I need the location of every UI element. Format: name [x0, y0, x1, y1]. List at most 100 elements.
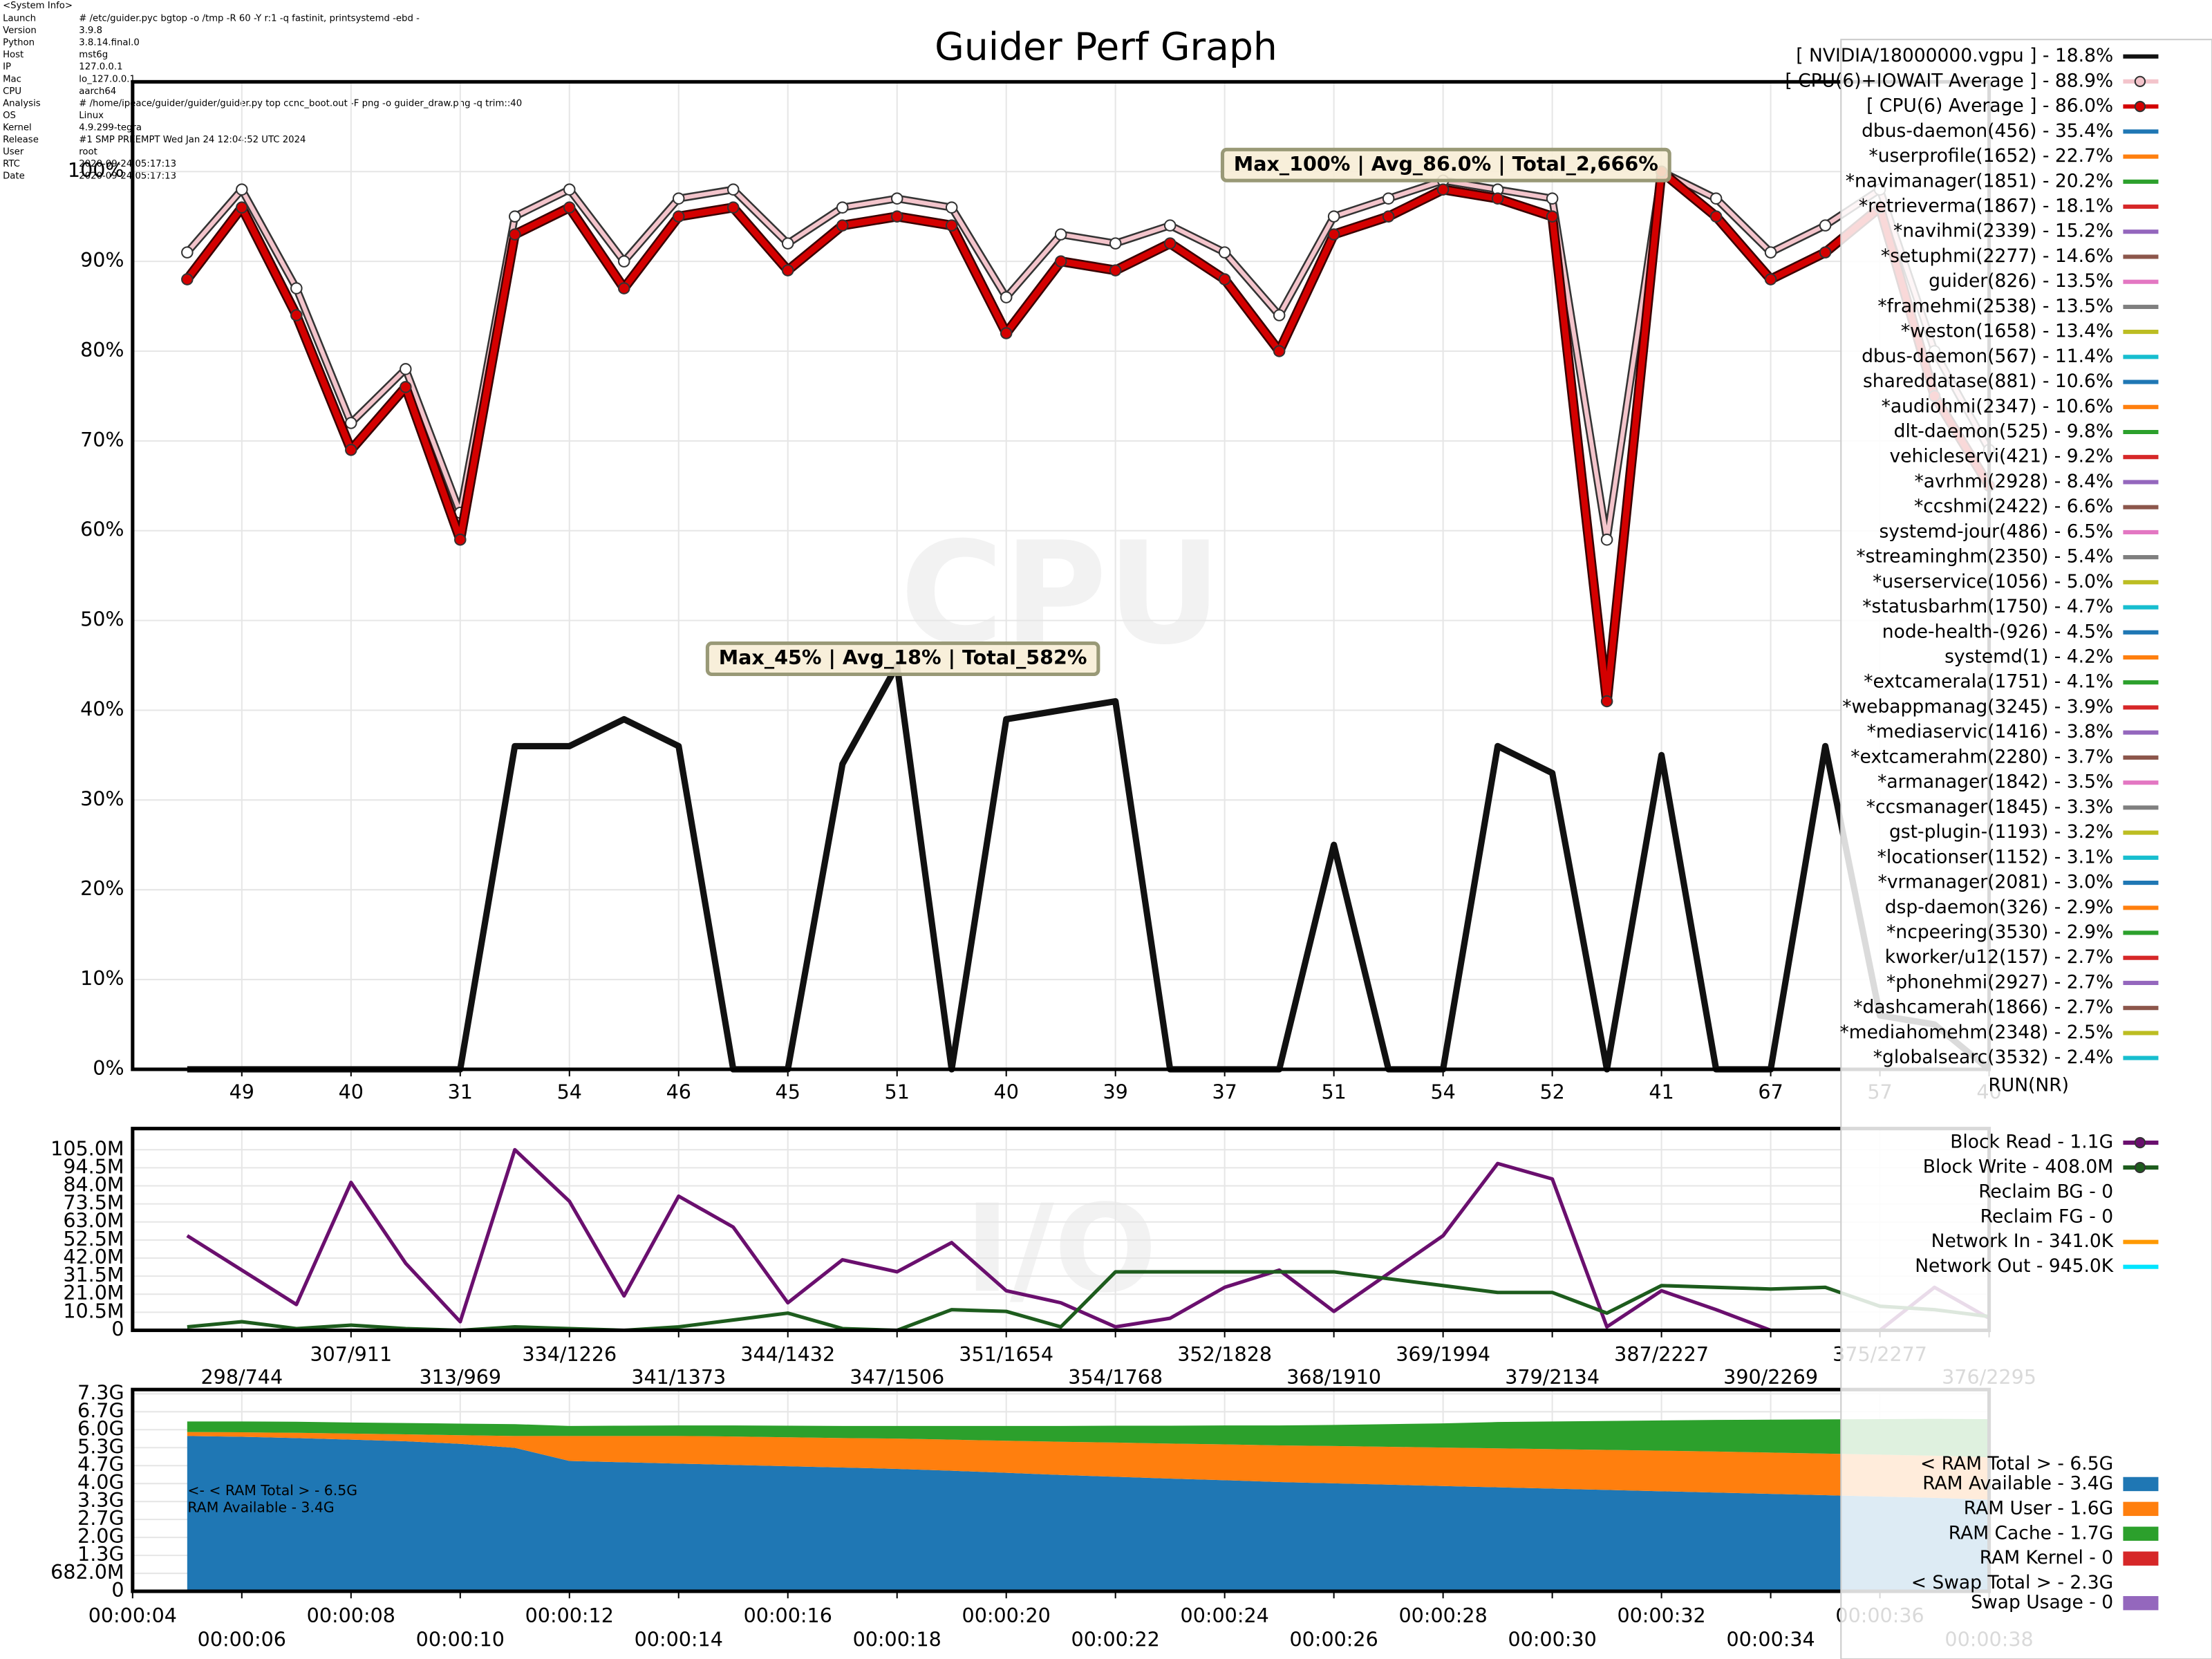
- point: [290, 282, 303, 294]
- legend-label: guider(826) - 13.5%: [1929, 270, 2113, 292]
- legend-label: Swap Usage - 0: [1971, 1592, 2113, 1613]
- point: [1109, 264, 1122, 276]
- x-tick-label: 344/1432: [740, 1342, 835, 1366]
- x-tick-label: 54: [557, 1080, 582, 1104]
- x-tick-label: 334/1226: [522, 1342, 617, 1366]
- y-tick-label: 0: [111, 1317, 124, 1340]
- annotation-box: [1220, 147, 1671, 182]
- sysinfo-key: Date: [3, 171, 25, 182]
- point: [617, 255, 630, 268]
- legend-label: systemd(1) - 4.2%: [1944, 646, 2113, 668]
- point: [781, 264, 794, 276]
- point: [672, 210, 685, 223]
- point: [1327, 228, 1340, 241]
- x-tick-label: 00:00:20: [962, 1604, 1051, 1627]
- y-tick-label: 2.0G: [77, 1524, 124, 1548]
- x-tick-label: 37: [1212, 1080, 1237, 1104]
- sysinfo-value: 3.9.8: [79, 26, 102, 36]
- y-tick-label: 1.3G: [77, 1542, 124, 1566]
- area: [187, 1418, 1989, 1458]
- legend-label: shareddatase(881) - 10.6%: [1863, 371, 2113, 392]
- legend-label: *globalsearc(3532) - 2.4%: [1873, 1047, 2113, 1068]
- legend-label: *weston(1658) - 13.4%: [1901, 321, 2113, 342]
- point: [345, 444, 357, 456]
- point: [1546, 192, 1559, 205]
- legend-marker: [2134, 75, 2146, 88]
- annotation-text: <- < RAM Total > - 6.5G: [187, 1482, 357, 1499]
- x-tick-label: 40: [339, 1080, 364, 1104]
- y-tick-label: 70%: [80, 428, 124, 451]
- legend-label: *extcamerala(1751) - 4.1%: [1864, 671, 2113, 693]
- x-tick-label: 354/1768: [1068, 1365, 1163, 1389]
- legend-label: *userservice(1056) - 5.0%: [1873, 571, 2113, 592]
- sysinfo-key: Release: [3, 135, 39, 145]
- sysinfo-header: <System Info>: [3, 1, 73, 11]
- legend-label: *audiohmi(2347) - 10.6%: [1882, 395, 2114, 417]
- point: [1273, 309, 1286, 321]
- y-tick-label: 5.3G: [77, 1434, 124, 1458]
- point: [1054, 228, 1067, 241]
- annotation-box: [705, 641, 1100, 677]
- y-tick-label: 60%: [80, 518, 124, 541]
- legend-label: *ncpeering(3530) - 2.9%: [1886, 921, 2113, 943]
- point: [345, 417, 357, 429]
- y-tick-label: 73.5M: [63, 1191, 124, 1215]
- chart-title: Guider Perf Graph: [935, 25, 1277, 69]
- y-tick-label: 4.0G: [77, 1470, 124, 1494]
- legend-label: *navimanager(1851) - 20.2%: [1846, 170, 2113, 191]
- x-tick-label: 00:00:26: [1290, 1627, 1378, 1651]
- annotation-text: RAM Available - 3.4G: [187, 1499, 334, 1516]
- y-tick-label: 4.7G: [77, 1452, 124, 1476]
- point: [1109, 237, 1122, 250]
- point: [1764, 273, 1777, 285]
- x-tick-label: 00:00:32: [1617, 1604, 1705, 1627]
- sysinfo-value: root: [79, 147, 97, 158]
- legend-label: dsp-daemon(326) - 2.9%: [1885, 897, 2113, 918]
- point: [181, 246, 194, 259]
- legend-label: < RAM Total > - 6.5G: [1920, 1453, 2113, 1474]
- y-tick-label: 63.0M: [63, 1209, 124, 1232]
- point: [1546, 210, 1559, 223]
- y-tick-label: 50%: [80, 608, 124, 631]
- y-tick-label: 0: [111, 1578, 124, 1602]
- sysinfo-value: 2020-09-24 05:17:13: [79, 171, 176, 182]
- x-tick-label: 379/2134: [1505, 1365, 1600, 1389]
- legend-label: Network In - 341.0K: [1931, 1230, 2114, 1252]
- legend-label: kworker/u12(157) - 2.7%: [1885, 946, 2113, 968]
- point: [1819, 219, 1832, 232]
- sysinfo-key: OS: [3, 111, 16, 121]
- sysinfo-key: RTC: [3, 159, 20, 169]
- legend-marker: [2134, 1136, 2146, 1149]
- sysinfo-value: 4.9.299-tegra: [79, 122, 142, 133]
- point: [509, 210, 521, 223]
- x-tick-label: 352/1828: [1177, 1342, 1272, 1366]
- point: [945, 219, 958, 232]
- legend-box: [1840, 39, 2212, 1659]
- point: [181, 273, 194, 285]
- y-tick-label: 6.0G: [77, 1416, 124, 1440]
- legend-label: gst-plugin-(1193) - 3.2%: [1889, 821, 2113, 843]
- legend-swatch: [2123, 1526, 2159, 1541]
- y-tick-label: 682.0M: [50, 1560, 124, 1584]
- x-tick-label: 00:00:30: [1508, 1627, 1596, 1651]
- x-tick-label: 00:00:04: [88, 1604, 177, 1627]
- y-tick-label: 52.5M: [63, 1227, 124, 1250]
- y-tick-label: 31.5M: [63, 1263, 124, 1286]
- x-tick-label: 00:00:28: [1398, 1604, 1487, 1627]
- legend-label: [ CPU(6)+IOWAIT Average ] - 88.9%: [1785, 70, 2113, 91]
- point: [1327, 210, 1340, 223]
- legend-label: *phonehmi(2927) - 2.7%: [1886, 971, 2113, 993]
- area: [187, 1432, 1989, 1500]
- legend-label: *framehmi(2538) - 13.5%: [1877, 295, 2113, 317]
- point: [1163, 237, 1177, 250]
- legend-label: *webappmanag(3245) - 3.9%: [1842, 696, 2113, 718]
- y-tick-label: 42.0M: [63, 1245, 124, 1268]
- x-tick-label: 00:00:08: [307, 1604, 395, 1627]
- x-tick-label: 341/1373: [631, 1365, 726, 1389]
- legend-label: *statusbarhm(1750) - 4.7%: [1862, 596, 2113, 617]
- legend-label: *userprofile(1652) - 22.7%: [1868, 145, 2113, 167]
- legend-label: node-health-(926) - 4.5%: [1882, 621, 2113, 642]
- x-tick-label: 49: [229, 1080, 254, 1104]
- sysinfo-key: IP: [3, 62, 11, 73]
